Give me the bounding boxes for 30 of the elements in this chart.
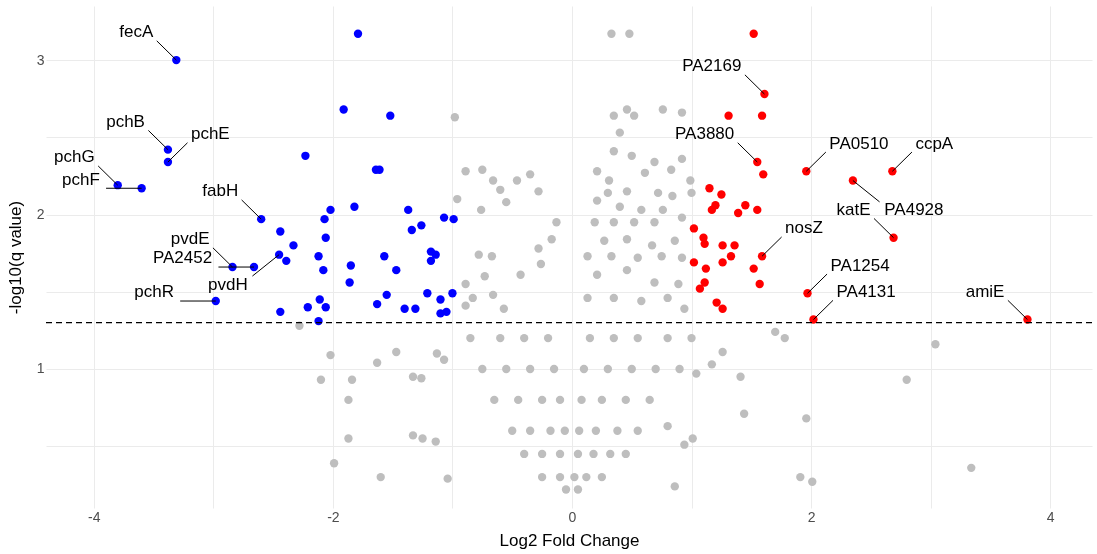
annotation: pvdH xyxy=(208,274,248,294)
annotation: PA4928 xyxy=(884,200,944,220)
x-tick-label: -4 xyxy=(88,508,101,525)
annotation: PA2169 xyxy=(682,56,742,76)
y-tick-label: 3 xyxy=(36,51,45,68)
annotation: katE xyxy=(836,199,871,219)
annotation: PA1254 xyxy=(830,255,890,275)
x-axis-title: Log2 Fold Change xyxy=(499,530,640,550)
x-tick-label: 4 xyxy=(1046,508,1055,525)
annotation: pvdE xyxy=(170,229,210,249)
annotation: amiE xyxy=(965,281,1005,301)
annotation: PA0510 xyxy=(829,133,889,153)
annotation: PA3880 xyxy=(675,124,735,144)
annotation: pchF xyxy=(62,169,100,189)
annotation: nosZ xyxy=(785,218,823,238)
annotation: pchE xyxy=(190,124,230,144)
x-tick-label: -2 xyxy=(327,508,340,525)
x-tick-label: 0 xyxy=(568,508,577,525)
y-tick-label: 2 xyxy=(36,206,45,223)
y-axis-title: -log10(q value) xyxy=(5,200,25,315)
annotation: pchG xyxy=(54,147,95,167)
annotation: fecA xyxy=(119,22,154,42)
annotation: pchB xyxy=(106,111,145,131)
y-tick-label: 1 xyxy=(36,360,45,377)
x-tick-label: 2 xyxy=(807,508,816,525)
annotation: fabH xyxy=(202,181,239,201)
annotation: ccpA xyxy=(915,133,954,153)
annotation: PA2452 xyxy=(152,248,213,268)
annotation: PA4131 xyxy=(836,281,896,301)
annotation: pchR xyxy=(134,282,174,302)
